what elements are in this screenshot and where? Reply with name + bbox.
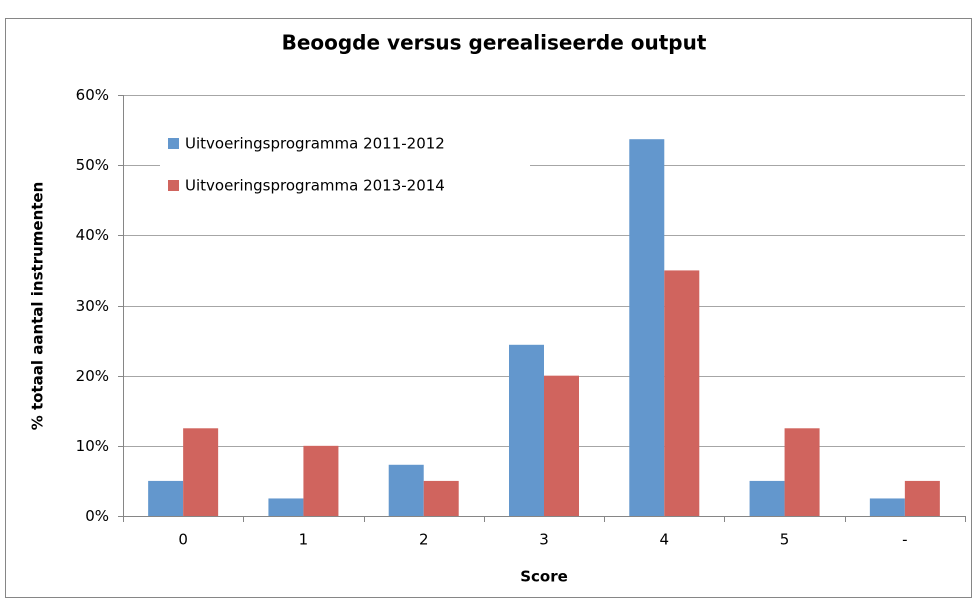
y-tick-label: 50% [76, 156, 109, 174]
x-tick-label: 4 [660, 531, 670, 549]
bar [303, 445, 339, 516]
legend-background [160, 125, 530, 203]
x-axis-label: Score [520, 568, 568, 586]
bar [544, 375, 579, 516]
bar [388, 464, 424, 516]
x-tick-label: 0 [178, 531, 188, 549]
legend-label: Uitvoeringsprogramma 2011-2012 [185, 135, 445, 153]
bar [268, 498, 304, 516]
bar [509, 344, 544, 516]
bar [784, 428, 820, 516]
y-tick-label: 40% [76, 226, 109, 244]
bar [629, 139, 665, 516]
y-tick-label: 30% [76, 297, 109, 315]
bar [423, 480, 459, 516]
y-axis-label: % totaal aantal instrumenten [29, 182, 47, 431]
bar [664, 270, 700, 516]
bar [183, 428, 219, 516]
bar [749, 480, 785, 516]
legend-swatch [168, 138, 179, 149]
y-tick-label: 20% [76, 367, 109, 385]
y-tick-label: 10% [76, 437, 109, 455]
legend-label: Uitvoeringsprogramma 2013-2014 [185, 177, 445, 195]
x-tick-label: - [902, 531, 907, 549]
y-tick-label: 0% [85, 507, 109, 525]
bar [148, 480, 184, 516]
x-tick-label: 5 [780, 531, 790, 549]
x-tick-label: 3 [539, 531, 549, 549]
bar [904, 480, 940, 516]
legend-swatch [168, 180, 179, 191]
chart-title: Beoogde versus gerealiseerde output [282, 31, 707, 55]
x-tick-label: 2 [419, 531, 429, 549]
bar [869, 498, 905, 516]
y-tick-label: 60% [76, 86, 109, 104]
x-tick-label: 1 [299, 531, 309, 549]
